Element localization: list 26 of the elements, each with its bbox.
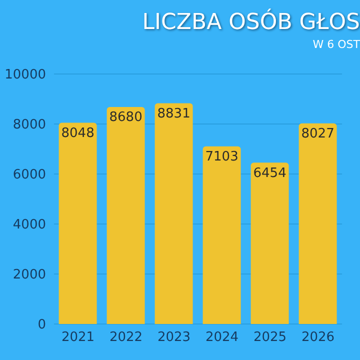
data-label: 8831 (157, 106, 190, 122)
x-tick-label: 2021 (61, 330, 95, 346)
bar (202, 146, 241, 324)
y-tick-label: 6000 (12, 168, 46, 183)
data-label: 8027 (301, 126, 334, 142)
x-tick-label: 2025 (253, 330, 287, 346)
chart-subtitle: W 6 OST (312, 38, 360, 51)
bar (250, 162, 289, 324)
x-tick-label: 2022 (109, 330, 143, 346)
y-tick-label: 2000 (12, 268, 46, 283)
data-label: 7103 (205, 150, 238, 165)
bar (298, 123, 337, 324)
y-tick-label: 10000 (4, 68, 46, 83)
y-tick-label: 0 (38, 318, 46, 333)
chart-title: LICZBA OSÓB GŁOS (142, 10, 360, 35)
bar (106, 107, 145, 324)
data-label: 8680 (109, 110, 142, 126)
data-label: 8048 (61, 126, 94, 142)
bar (58, 122, 97, 324)
x-tick-label: 2023 (157, 330, 191, 346)
bar (154, 103, 193, 324)
y-tick-label: 4000 (12, 218, 46, 233)
x-tick-label: 2026 (301, 330, 335, 346)
y-tick-label: 8000 (12, 118, 46, 133)
x-tick-label: 2024 (205, 330, 239, 346)
data-label: 6454 (253, 166, 286, 181)
